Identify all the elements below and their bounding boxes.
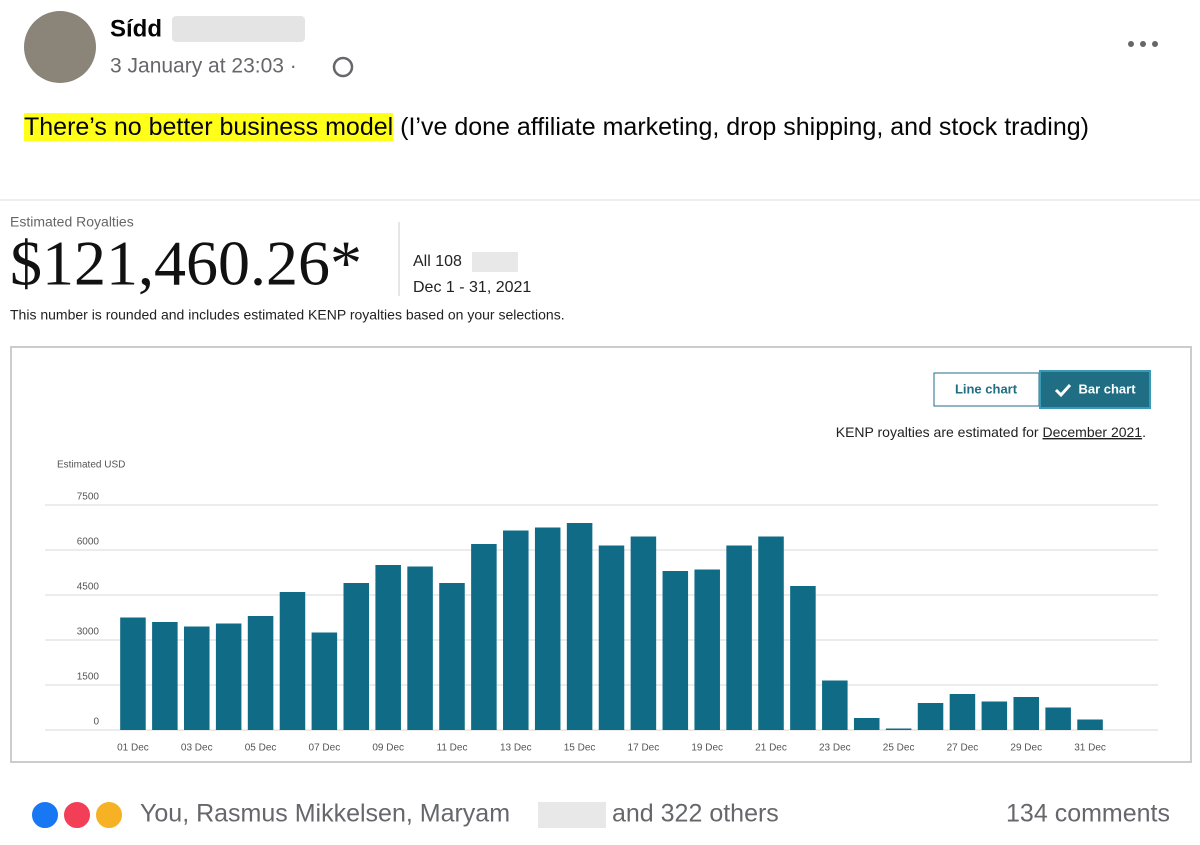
bar bbox=[790, 586, 816, 730]
y-tick-label: 1500 bbox=[77, 672, 100, 683]
bar bbox=[407, 566, 433, 730]
x-tick-label: 09 Dec bbox=[372, 743, 404, 754]
x-tick-label: 01 Dec bbox=[117, 743, 149, 754]
bar bbox=[120, 617, 146, 730]
x-tick-label: 11 Dec bbox=[437, 743, 468, 754]
x-tick-label: 13 Dec bbox=[500, 743, 532, 754]
y-tick-label: 7500 bbox=[77, 492, 100, 503]
bar bbox=[758, 536, 784, 730]
bar bbox=[1045, 707, 1071, 730]
bar bbox=[566, 523, 593, 730]
more-button[interactable] bbox=[1128, 41, 1158, 47]
bar bbox=[471, 544, 497, 730]
x-tick-label: 25 Dec bbox=[883, 743, 915, 754]
bar bbox=[311, 632, 338, 730]
bar bbox=[183, 626, 210, 730]
post-body: (I’ve done affiliate marketing, drop shi… bbox=[400, 113, 1089, 141]
x-tick-label: 21 Dec bbox=[755, 743, 787, 754]
bar bbox=[694, 569, 720, 730]
line-chart-label[interactable]: Line chart bbox=[955, 381, 1018, 396]
bar bbox=[949, 694, 976, 730]
period: Dec 1 - 31, 2021 bbox=[413, 279, 531, 296]
x-tick-label: 07 Dec bbox=[309, 743, 341, 754]
y-tick-label: 3000 bbox=[77, 627, 100, 638]
bar bbox=[917, 703, 944, 730]
x-tick-label: 05 Dec bbox=[245, 743, 277, 754]
bar bbox=[439, 583, 465, 730]
note: This number is rounded and includes esti… bbox=[10, 307, 565, 323]
x-tick-label: 17 Dec bbox=[628, 743, 660, 754]
bar bbox=[885, 728, 912, 730]
bar bbox=[375, 565, 401, 730]
scope: All 108 bbox=[413, 253, 462, 270]
x-tick-label: 19 Dec bbox=[691, 743, 723, 754]
bar bbox=[503, 530, 529, 730]
x-tick-label: 27 Dec bbox=[947, 743, 979, 754]
chart-frame bbox=[10, 346, 1192, 763]
bar bbox=[598, 545, 625, 730]
x-tick-label: 23 Dec bbox=[819, 743, 851, 754]
y-tick-label: 4500 bbox=[77, 582, 100, 593]
reactors-others[interactable]: and 322 others bbox=[612, 800, 779, 828]
bar bbox=[822, 680, 848, 730]
bar-chart: 0 1500 3000 4500 6000 7500 01 Dec 03 Dec 05 Dec 0… bbox=[45, 492, 1158, 754]
x-tick-label: 29 Dec bbox=[1010, 743, 1042, 754]
bar bbox=[1013, 697, 1040, 730]
bar bbox=[981, 701, 1008, 730]
post-text: There’s no better business model (I’ve d… bbox=[24, 110, 1134, 145]
y-tick-label: 6000 bbox=[77, 537, 100, 548]
x-tick-label: 31 Dec bbox=[1074, 743, 1106, 754]
bar bbox=[630, 536, 657, 730]
bar-chart-label[interactable]: Bar chart bbox=[1078, 381, 1136, 396]
x-tick-label: 03 Dec bbox=[181, 743, 213, 754]
bar bbox=[534, 527, 561, 730]
bar bbox=[726, 545, 752, 730]
avatar[interactable] bbox=[24, 11, 96, 83]
y-tick-label: 0 bbox=[93, 717, 99, 728]
blurred-scope bbox=[472, 252, 518, 272]
highlight: There’s no better business model bbox=[24, 113, 394, 141]
bar bbox=[1077, 719, 1103, 730]
kenp-end: . bbox=[1142, 424, 1146, 440]
reaction-icons[interactable] bbox=[30, 800, 124, 830]
kenp-note: KENP royalties are estimated for Decembe… bbox=[836, 424, 1146, 440]
reactors[interactable]: You, Rasmus Mikkelsen, Maryam bbox=[140, 800, 510, 828]
kenp-month[interactable]: December 2021 bbox=[1042, 424, 1142, 440]
timestamp[interactable]: 3 January at 23:03 · bbox=[110, 55, 297, 78]
bar bbox=[279, 592, 306, 730]
blurred-name bbox=[172, 16, 305, 42]
bar bbox=[152, 622, 178, 730]
blurred-reactor bbox=[538, 802, 606, 828]
bar bbox=[853, 718, 880, 730]
bar bbox=[247, 616, 274, 730]
bar bbox=[343, 583, 370, 730]
kenp-text: KENP royalties are estimated for bbox=[836, 424, 1039, 440]
audience-icon bbox=[332, 56, 354, 78]
bar bbox=[215, 623, 242, 730]
check-icon bbox=[1054, 383, 1072, 398]
bar-chart-button[interactable] bbox=[1039, 370, 1151, 409]
royalties-amount: $121,460.26* bbox=[10, 228, 362, 299]
bar bbox=[662, 571, 689, 730]
royalties-label: Estimated Royalties bbox=[10, 214, 134, 230]
comments-count[interactable]: 134 comments bbox=[1006, 800, 1170, 828]
y-axis-label: Estimated USD bbox=[57, 460, 125, 471]
x-tick-label: 15 Dec bbox=[564, 743, 596, 754]
author[interactable]: Sídd bbox=[110, 15, 162, 42]
